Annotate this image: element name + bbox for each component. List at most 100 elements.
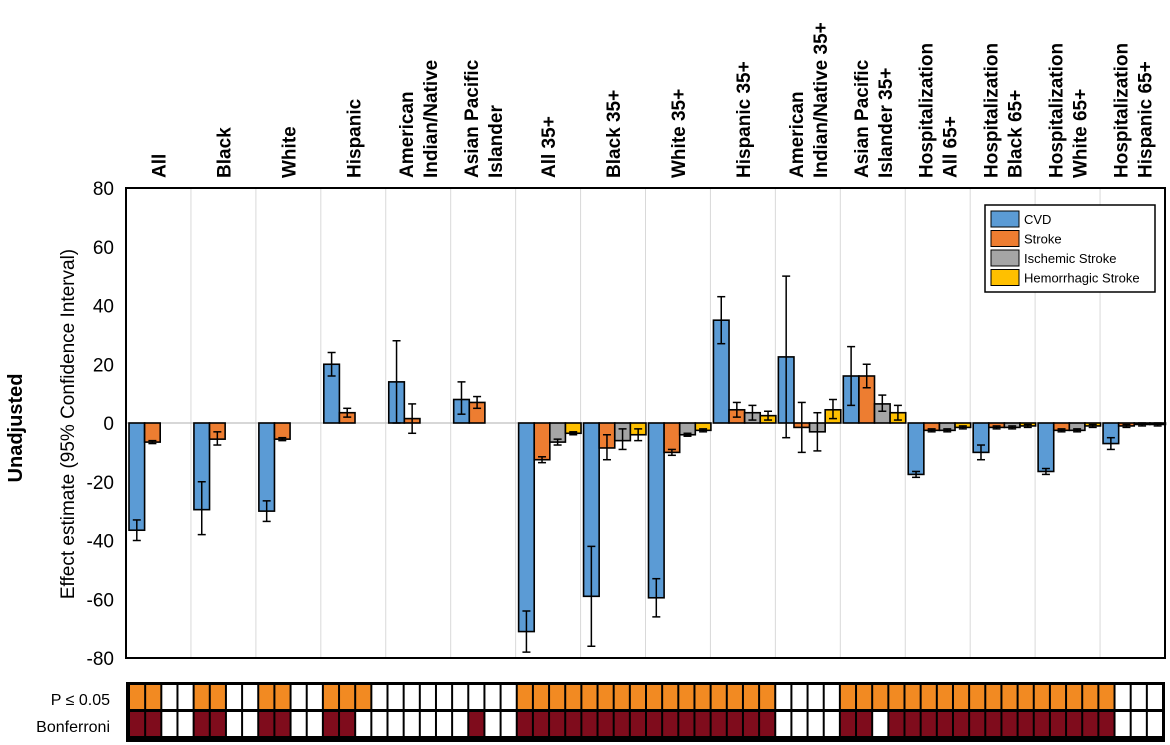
significance-cell (226, 685, 242, 709)
category-label: Black 65+ (1006, 90, 1027, 178)
significance-cell (307, 685, 322, 709)
significance-cell (178, 685, 193, 709)
category-label: Hispanic 35+ (734, 61, 755, 178)
category-label: Islander 35+ (876, 68, 897, 178)
significance-cell (647, 712, 662, 736)
y-tick-label: -80 (87, 649, 114, 670)
significance-cell (162, 685, 177, 709)
legend-label: Hemorrhagic Stroke (1024, 271, 1140, 286)
significance-cell (517, 685, 532, 709)
significance-cell (889, 685, 904, 709)
bar-stroke (273, 422, 291, 440)
significance-cell (275, 685, 290, 709)
category-label: American (787, 91, 808, 178)
significance-cell (889, 712, 904, 736)
significance-cell (372, 685, 387, 709)
significance-cell (404, 685, 419, 709)
significance-cell (243, 685, 258, 709)
significance-cell (630, 685, 645, 709)
y-tick-label: 60 (93, 238, 114, 259)
category-label: All 65+ (941, 116, 962, 178)
significance-cell (550, 712, 565, 736)
significance-cell (857, 685, 872, 709)
plot-border (125, 187, 1166, 659)
category-label: Hispanic (344, 98, 365, 178)
significance-cell (614, 712, 629, 736)
legend-swatch (990, 230, 1020, 247)
significance-cell (1115, 712, 1130, 736)
significance-cell (582, 712, 597, 736)
category-label: White 35+ (669, 89, 690, 178)
category-label: Indian/Native (421, 60, 442, 178)
bar-cvd (647, 422, 665, 599)
category-label: Indian/Native 35+ (811, 22, 832, 178)
significance-cell (194, 685, 209, 709)
significance-cell (323, 712, 339, 736)
category-label: Hospitalization (1112, 43, 1133, 178)
significance-cell (905, 685, 920, 709)
significance-cell (776, 712, 791, 736)
significance-cell (130, 685, 145, 709)
significance-cell (808, 712, 823, 736)
significance-cell (727, 685, 742, 709)
significance-cell (469, 685, 484, 709)
significance-cell (630, 712, 645, 736)
y-axis-ticks: 80 60 40 20 0 -20 -40 -60 -80 (87, 179, 114, 670)
significance-cell (1050, 685, 1066, 709)
bars (128, 319, 1167, 633)
significance-cell (1131, 685, 1146, 709)
significance-cell (711, 712, 726, 736)
y-tick-label: -20 (87, 473, 114, 494)
category-label: Hispanic 65+ (1136, 61, 1157, 178)
significance-cell (614, 685, 629, 709)
significance-cell (873, 685, 888, 709)
significance-cell (453, 712, 468, 736)
significance-cell (259, 712, 274, 736)
significance-cell (1147, 685, 1162, 709)
category-label: All 35+ (539, 116, 560, 178)
y-tick-label: 80 (93, 179, 114, 200)
significance-cell (679, 685, 694, 709)
significance-cell (1002, 712, 1017, 736)
significance-grid: P ≤ 0.05 Bonferroni (36, 682, 1165, 742)
bar-cvd (258, 422, 276, 512)
significance-cell (178, 712, 193, 736)
significance-cell (1002, 685, 1017, 709)
significance-cell (1083, 685, 1098, 709)
significance-cell (986, 685, 1001, 709)
significance-cell (517, 712, 532, 736)
significance-cell (1131, 712, 1146, 736)
y-tick-label: 0 (103, 414, 114, 435)
legend-label: CVD (1024, 212, 1051, 227)
bar-stroke (663, 422, 681, 454)
category-label: Hospitalization (982, 43, 1003, 178)
significance-cell (792, 712, 807, 736)
y-tick-label: -40 (87, 532, 114, 553)
significance-cell (420, 685, 435, 709)
significance-cell (130, 712, 145, 736)
significance-cell (937, 685, 952, 709)
significance-cell (1018, 712, 1033, 736)
significance-cell (711, 685, 726, 709)
y-tick-label: 40 (93, 297, 114, 318)
plot-frame (125, 187, 1166, 659)
significance-cell (1034, 685, 1049, 709)
y-axis-label: Effect estimate (95% Confidence Interval… (58, 249, 79, 599)
significance-cell (970, 685, 985, 709)
significance-row-label: Bonferroni (36, 719, 110, 736)
category-label: Asian Pacific (852, 59, 873, 178)
legend-label: Stroke (1024, 232, 1062, 247)
category-label: American (397, 91, 418, 178)
significance-cell (146, 685, 161, 709)
significance-cell (598, 712, 613, 736)
significance-cell (307, 712, 322, 736)
bar-stroke (533, 422, 551, 461)
significance-cell (323, 685, 339, 709)
significance-row-label: P ≤ 0.05 (51, 692, 110, 709)
significance-cell (1099, 685, 1114, 709)
significance-cell (501, 685, 516, 709)
significance-cell (598, 685, 613, 709)
significance-cell (356, 712, 371, 736)
legend-swatch (990, 269, 1020, 286)
significance-cell (663, 712, 678, 736)
